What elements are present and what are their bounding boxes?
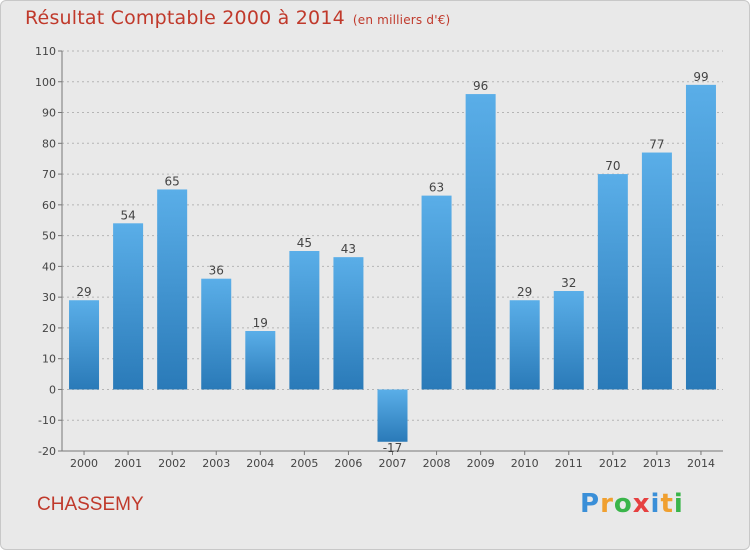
y-tick-label: 40 [42, 260, 56, 273]
x-tick-label: 2000 [70, 457, 98, 470]
x-tick-label: 2011 [555, 457, 583, 470]
value-label: 96 [473, 79, 488, 93]
value-label: 29 [517, 285, 532, 299]
logo-letter: i [673, 489, 684, 519]
x-tick-label: 2010 [511, 457, 539, 470]
bar-2003 [201, 278, 232, 390]
logo-letter: r [600, 489, 614, 519]
chart-title: Résultat Comptable 2000 à 2014 (en millie… [25, 7, 450, 29]
y-tick-label: 60 [42, 199, 56, 212]
x-tick-label: 2008 [423, 457, 451, 470]
logo-letter: x [632, 489, 651, 519]
x-tick-label: 2002 [158, 457, 186, 470]
y-tick-label: 100 [35, 76, 56, 89]
value-label: 32 [561, 276, 576, 290]
x-tick-label: 2014 [687, 457, 715, 470]
y-tick-label: 90 [42, 107, 56, 120]
y-tick-label: 20 [42, 322, 56, 335]
y-tick-label: 0 [49, 383, 56, 396]
y-tick-label: 80 [42, 137, 56, 150]
value-label: 36 [209, 264, 224, 278]
y-tick-label: 70 [42, 168, 56, 181]
bar-2011 [553, 291, 584, 390]
label-layer: 29 54 65 36 19 45 43 -17 63 96 29 32 70 77 99 [76, 70, 708, 455]
bar-2012 [597, 174, 628, 390]
bar-2002 [157, 189, 188, 390]
axis-layer: -20 -10 0 10 20 30 40 50 60 70 80 90 100 110 2000 2001 2… [35, 45, 723, 470]
bar-2010 [509, 300, 540, 390]
bar-2013 [641, 152, 672, 390]
y-tick-label: 110 [35, 45, 56, 58]
x-tick-label: 2012 [599, 457, 627, 470]
y-tick-label: -10 [38, 414, 56, 427]
bar-layer [69, 84, 716, 442]
commune-name: CHASSEMY [37, 494, 144, 515]
x-tick-label: 2004 [246, 457, 274, 470]
bar-2014 [685, 84, 716, 390]
x-tick-label: 2005 [290, 457, 318, 470]
proxiti-logo: Proxiti [580, 489, 684, 519]
bar-2001 [113, 223, 144, 390]
logo-letter: o [613, 489, 633, 519]
chart-subtitle: (en milliers d'€) [352, 13, 451, 27]
x-tick-label: 2001 [114, 457, 142, 470]
value-label: 45 [297, 236, 312, 250]
y-tick-label: 10 [42, 353, 56, 366]
bar-2006 [333, 257, 364, 390]
y-tick-label: -20 [38, 445, 56, 458]
value-label: 43 [341, 242, 356, 256]
value-label: 29 [76, 285, 91, 299]
logo-letter: i [650, 489, 661, 519]
x-tick-label: 2007 [379, 457, 407, 470]
value-label: 63 [429, 181, 444, 195]
value-label: 70 [605, 159, 620, 173]
x-tick-label: 2013 [643, 457, 671, 470]
bar-2009 [465, 94, 496, 390]
bar-2004 [245, 331, 276, 390]
bar-2000 [69, 300, 100, 390]
value-label: 54 [120, 208, 135, 222]
bar-2008 [421, 195, 452, 390]
y-tick-label: 30 [42, 291, 56, 304]
x-tick-label: 2009 [467, 457, 495, 470]
x-tick-label: 2003 [202, 457, 230, 470]
x-tick-label: 2006 [334, 457, 362, 470]
value-label: -17 [383, 441, 403, 455]
bar-2005 [289, 251, 320, 390]
logo-letter: t [660, 489, 674, 519]
value-label: 19 [253, 316, 268, 330]
logo-letter: P [580, 489, 601, 519]
value-label: 99 [693, 70, 708, 84]
value-label: 77 [649, 138, 664, 152]
chart-title-text: Résultat Comptable 2000 à 2014 [25, 7, 345, 29]
y-tick-label: 50 [42, 230, 56, 243]
value-label: 65 [165, 174, 180, 188]
bar-2007 [377, 389, 408, 442]
